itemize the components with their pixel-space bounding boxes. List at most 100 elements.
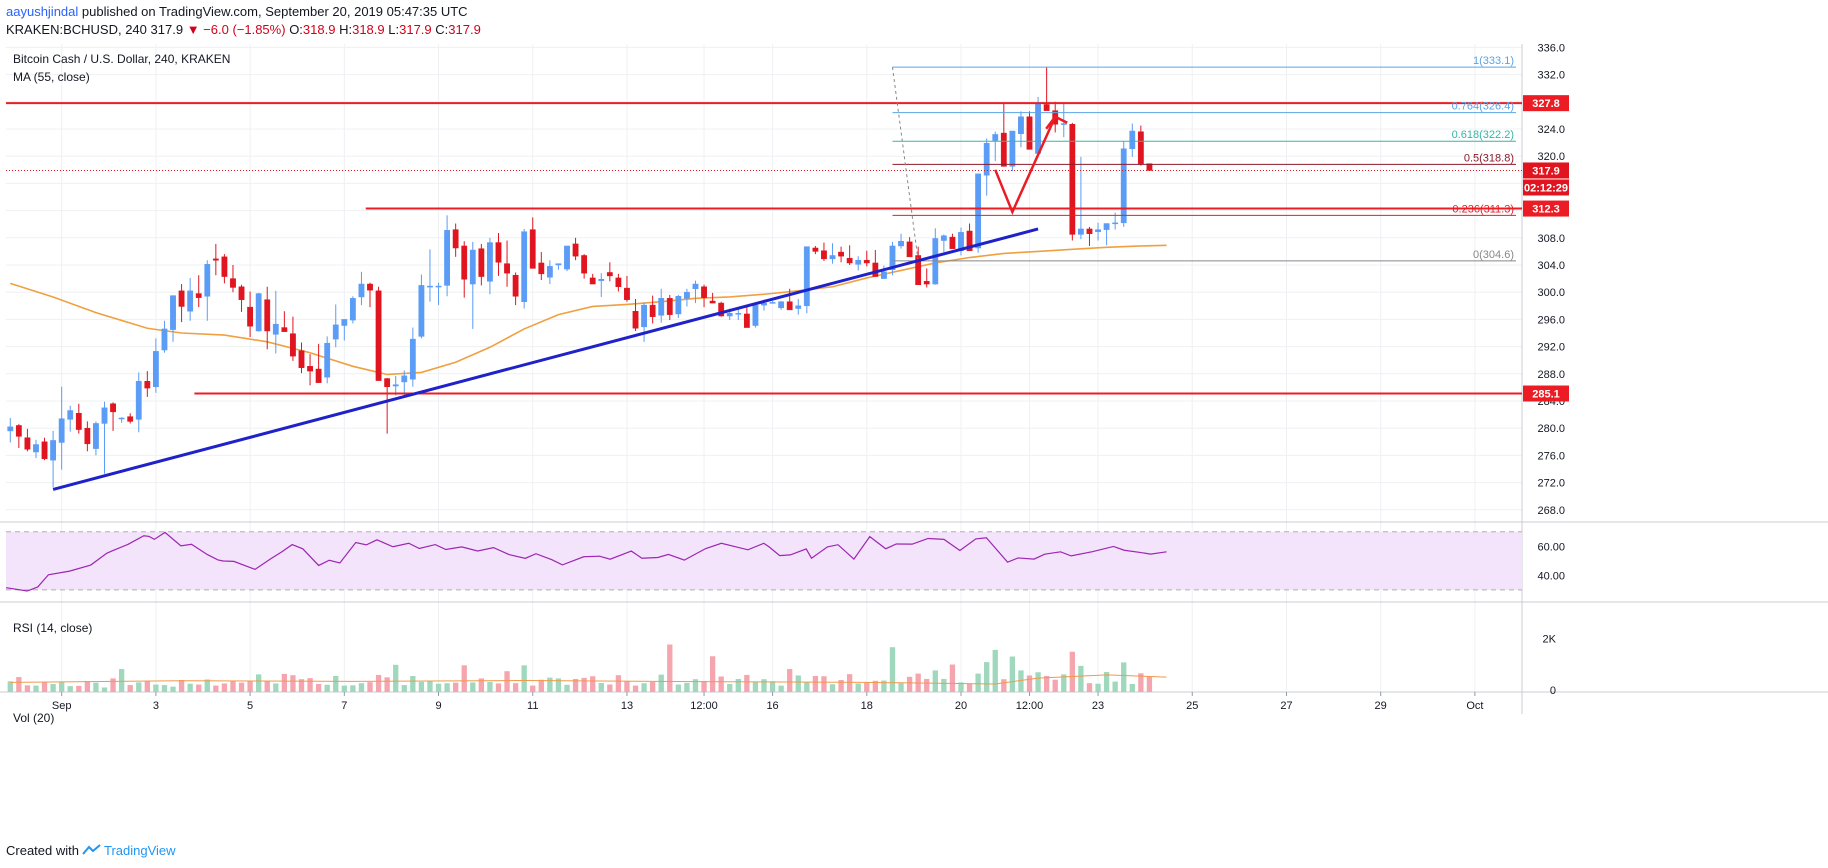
volume-bar: [221, 683, 228, 692]
candle-body: [1069, 123, 1076, 235]
volume-bar: [495, 683, 502, 692]
candle-body: [367, 283, 373, 291]
volume-bar: [641, 683, 647, 692]
created-with-text: Created with: [6, 843, 79, 858]
candle-body: [675, 296, 682, 315]
volume-bar: [264, 680, 270, 692]
x-tick-label: 11: [527, 700, 538, 712]
candle-body: [427, 285, 433, 288]
candle-body: [50, 440, 57, 461]
price-axis-badge: [1523, 179, 1569, 196]
volume-bar: [435, 683, 442, 692]
volume-bar: [290, 675, 296, 692]
candle-body: [255, 293, 262, 332]
candle-body: [975, 173, 982, 249]
price-chart[interactable]: 1(333.1) 0.764(326.4) 0.618(322.2) 0.5(318.…: [0, 44, 1828, 840]
candle-body: [7, 426, 14, 432]
candle-body: [1043, 104, 1050, 111]
volume-bar: [50, 684, 56, 692]
tradingview-brand-link[interactable]: TradingView: [103, 843, 176, 858]
candle-body: [204, 264, 211, 297]
volume-bar: [281, 673, 288, 692]
volume-bar: [1069, 651, 1075, 692]
candle-body: [1009, 130, 1016, 167]
volume-bar: [453, 682, 459, 692]
volume-bar: [358, 683, 365, 692]
candle-body: [341, 319, 348, 326]
volume-bar: [1001, 679, 1007, 692]
candle-body: [1000, 132, 1007, 167]
candle-body: [324, 342, 331, 378]
volume-bar: [16, 677, 22, 692]
volume-bar: [187, 683, 193, 692]
candle-body: [992, 134, 999, 141]
volume-bar: [744, 674, 750, 692]
volume-bar: [804, 682, 810, 692]
candle-body: [555, 263, 562, 266]
volume-bar: [1146, 676, 1153, 692]
volume-bar: [196, 684, 202, 692]
volume-bar: [256, 674, 262, 692]
volume-bar: [752, 681, 759, 692]
candle-body: [230, 278, 236, 288]
publish-info: aayushjindal published on TradingView.co…: [6, 3, 468, 21]
x-tick-label: Oct: [1466, 700, 1483, 712]
candle-body: [692, 283, 699, 290]
volume-bar: [401, 685, 407, 692]
volume-bar: [1018, 670, 1024, 692]
x-tick-label: 12:00: [1016, 700, 1044, 712]
volume-bar: [547, 677, 553, 692]
candle-body: [332, 324, 339, 340]
candle-body: [649, 304, 656, 317]
candle-body: [1077, 228, 1084, 235]
volume-bar: [470, 682, 476, 692]
volume-bar: [204, 679, 210, 692]
x-tick-label: 5: [247, 700, 253, 712]
volume-bar: [975, 673, 981, 692]
fib-trend-line: [891, 67, 919, 261]
x-tick-label: 23: [1092, 700, 1104, 712]
volume-bar: [941, 678, 947, 692]
volume-bar: [530, 685, 536, 692]
volume-bar: [238, 682, 245, 692]
x-tick-label: Sep: [52, 700, 72, 712]
candle-body: [589, 277, 596, 285]
price-tick-label: 272.0: [1537, 478, 1565, 490]
price-tick-label: 288.0: [1537, 369, 1565, 381]
volume-bar: [504, 671, 510, 692]
candle-body: [24, 437, 31, 450]
volume-bar: [7, 681, 13, 692]
candle-body: [846, 257, 853, 264]
volume-bar: [324, 684, 330, 692]
volume-bar: [1112, 681, 1118, 692]
price-axis-badge-label: 317.9: [1532, 165, 1560, 177]
volume-bar: [787, 669, 793, 692]
x-tick-label: 18: [861, 700, 873, 712]
volume-bar: [153, 684, 159, 692]
candle-body: [281, 327, 288, 332]
candle-body: [838, 251, 844, 257]
candle-body: [401, 375, 408, 383]
candle-body: [170, 295, 176, 330]
volume-bar: [769, 681, 776, 692]
price-tick-label: 320.0: [1537, 151, 1565, 163]
volume-bar: [692, 679, 699, 692]
vol-legend: Vol (20): [13, 711, 55, 725]
candle-body: [538, 262, 545, 275]
published-text: published on TradingView.com, September …: [78, 4, 468, 19]
author-link[interactable]: aayushjindal: [6, 4, 79, 19]
candle-body: [966, 230, 973, 251]
candle-body: [581, 255, 588, 274]
candle-body: [178, 290, 185, 307]
candle-body: [461, 245, 468, 280]
price-tick-label: 280.0: [1537, 423, 1565, 435]
volume-bar: [461, 665, 467, 692]
volume-bar: [538, 679, 544, 692]
low-label: L:: [388, 22, 400, 37]
volume-bar: [307, 678, 313, 692]
volume-bar: [1078, 665, 1084, 692]
candle-body: [58, 418, 65, 443]
volume-bar: [213, 685, 219, 692]
volume-bar: [178, 680, 185, 692]
candle-body: [1060, 123, 1067, 125]
